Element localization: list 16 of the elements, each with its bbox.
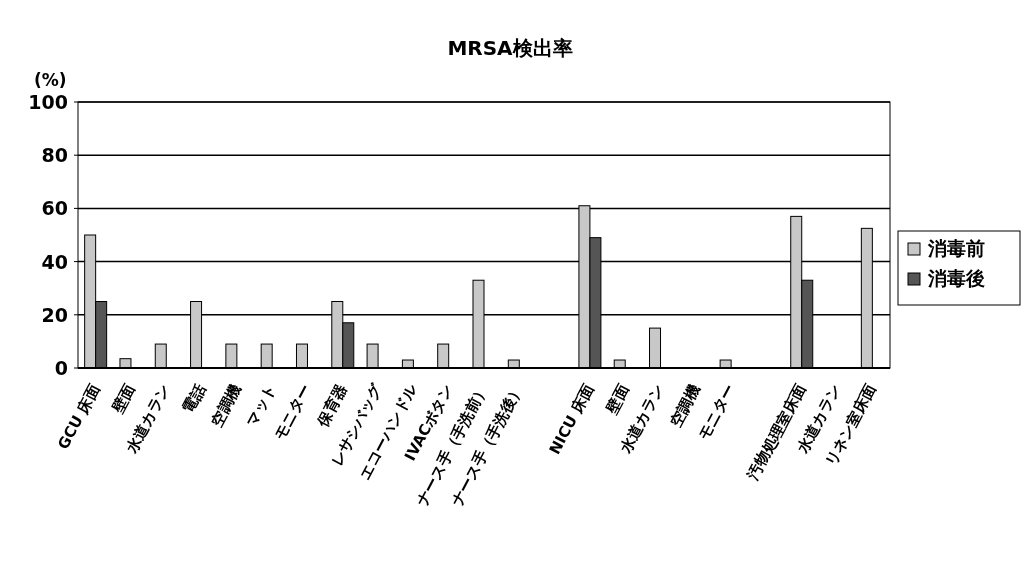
y-tick-label: 100 [28,91,68,113]
x-tick-label: GCU 床面 [54,381,104,453]
x-tick-label: 空調機 [207,381,245,430]
x-tick-label: 壁面 [602,381,633,418]
x-tick-label: 壁面 [108,381,139,418]
y-axis-title: (%) [34,70,67,90]
y-tick-label: 40 [41,250,68,273]
y-tick-label: 80 [41,144,68,167]
y-tick-label: 0 [54,357,68,379]
legend-label: 消毒前 [927,237,985,259]
x-tick-label: 保育器 [312,381,351,431]
y-tick-label: 20 [41,303,68,326]
x-tick-label: 電話 [179,381,210,417]
y-tick-label: 60 [41,197,68,220]
legend-label: 消毒後 [927,267,985,289]
chart-title: MRSA検出率 [447,36,573,60]
